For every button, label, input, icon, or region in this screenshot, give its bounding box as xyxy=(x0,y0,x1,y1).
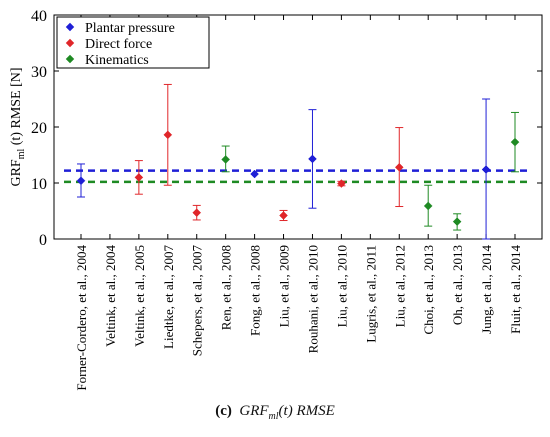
x-tick-label: Ren, et al., 2008 xyxy=(219,245,234,330)
legend-label: Kinematics xyxy=(85,53,149,68)
data-point xyxy=(163,130,173,140)
x-tick-label: Liedtke, et al., 2007 xyxy=(161,245,176,349)
data-point xyxy=(279,211,288,220)
y-axis-label-main: GRF xyxy=(9,159,24,186)
data-point xyxy=(510,137,520,147)
data-point xyxy=(76,176,86,186)
data-point xyxy=(308,154,317,164)
x-tick-label: Oh, et al., 2013 xyxy=(450,245,465,325)
caption-main: GRF xyxy=(239,403,269,419)
x-tick-label: Veltink, et al., 2004 xyxy=(103,245,118,347)
x-tick-label: Lugris, et al., 2011 xyxy=(363,245,378,343)
x-tick-label: Liu, et al., 2010 xyxy=(334,245,349,327)
y-tick-label: 20 xyxy=(31,120,47,137)
x-tick-label: Forner-Cordero, et al., 2004 xyxy=(74,245,89,391)
caption-tag: (c) xyxy=(215,403,232,419)
y-tick-label: 30 xyxy=(31,64,47,81)
legend-marker xyxy=(65,54,75,64)
y-tick-label: 0 xyxy=(39,232,47,249)
y-axis-label-rest: (t) RMSE [N] xyxy=(9,67,24,148)
data-point xyxy=(250,169,259,179)
caption-subscript: ml xyxy=(268,411,279,422)
y-tick-label: 10 xyxy=(31,176,47,193)
legend-marker xyxy=(65,38,75,48)
x-tick-label: Fluit, et al., 2014 xyxy=(508,245,523,334)
y-axis-label-sub: ml xyxy=(16,149,27,160)
x-tick-label: Fong, et al., 2008 xyxy=(248,245,263,336)
data-point xyxy=(221,155,231,164)
x-tick-label: Jung, et al., 2014 xyxy=(479,245,494,334)
x-tick-label: Choi, et al., 2013 xyxy=(421,245,436,335)
x-tick-label: Liu, et al., 2012 xyxy=(392,245,407,327)
caption-math: GRFml(t) RMSE xyxy=(239,403,335,422)
legend-label: Direct force xyxy=(85,37,152,52)
caption-rest: (t) RMSE xyxy=(278,403,335,419)
data-point xyxy=(423,201,433,211)
data-point xyxy=(337,179,346,188)
figure-caption: (c) GRFml(t) RMSE xyxy=(0,403,550,422)
legend-label: Plantar pressure xyxy=(85,21,175,36)
y-tick-label: 40 xyxy=(31,8,47,25)
x-tick-label: Rouhani, et al., 2010 xyxy=(305,245,320,353)
data-point xyxy=(192,208,202,218)
data-point xyxy=(452,217,462,226)
x-tick-label: Veltink, et al., 2005 xyxy=(132,245,147,347)
data-point xyxy=(394,162,404,172)
data-point xyxy=(134,173,144,182)
legend-marker xyxy=(65,22,75,32)
data-point xyxy=(481,165,491,174)
y-axis-label: GRFml (t) RMSE [N] xyxy=(9,67,27,186)
x-tick-label: Schepers, et al., 2007 xyxy=(190,245,205,357)
x-tick-label: Liu, et al., 2009 xyxy=(277,245,292,327)
chart: 0 10 20 30 40 GRFml (t) RMSE [N] Forner-Corder… xyxy=(9,8,543,391)
legend-box xyxy=(56,16,210,69)
